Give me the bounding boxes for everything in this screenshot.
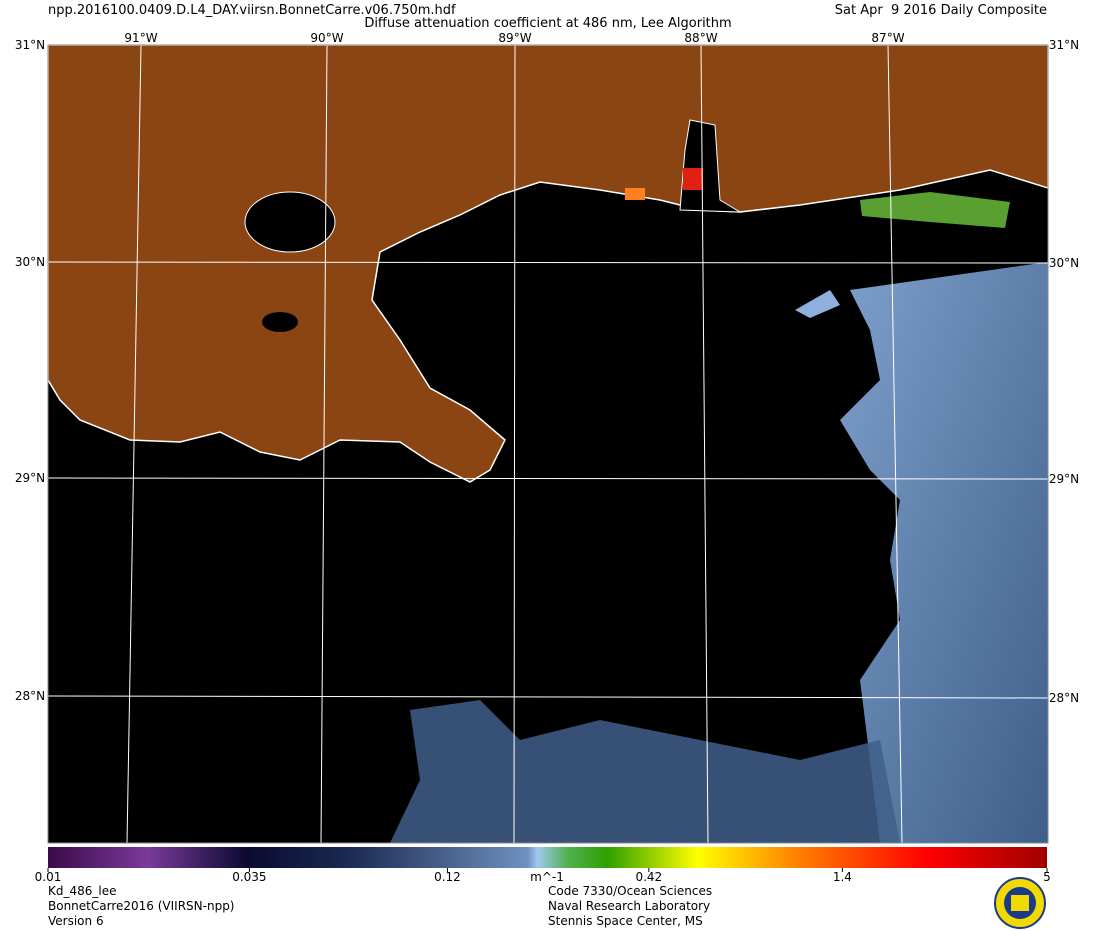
water-signal: [390, 700, 900, 843]
longitude-line: [513, 45, 516, 843]
latitude-label: 30°N: [15, 255, 45, 269]
footer-center: Naval Research Laboratory: [548, 899, 710, 913]
footer-left: Version 6: [48, 914, 104, 928]
latitude-label: 31°N: [1049, 38, 1079, 52]
latitude-label: 31°N: [15, 38, 45, 52]
latitude-line: [48, 695, 1048, 699]
lake: [244, 191, 336, 253]
colorbar-tick-label: 5: [1043, 870, 1051, 884]
longitude-line: [126, 45, 142, 843]
colorbar-tick-label: 1.4: [833, 870, 852, 884]
high-value-patch: [625, 188, 645, 200]
high-value-patch: [683, 168, 703, 190]
file-name: npp.2016100.0409.D.L4_DAY.viirsn.BonnetC…: [48, 3, 456, 18]
colorbar-tick-label: 0.42: [635, 870, 662, 884]
latitude-label: 29°N: [15, 471, 45, 485]
logo: [994, 877, 1046, 929]
colorbar-tick-label: 0.12: [434, 870, 461, 884]
land: [48, 45, 1048, 483]
date: Sat Apr 9 2016 Daily Composite: [835, 3, 1047, 18]
latitude-line: [48, 261, 1048, 264]
latitude-label: 28°N: [1049, 691, 1079, 705]
lake: [262, 312, 298, 332]
map: [48, 45, 1048, 843]
longitude-label: 90°W: [310, 31, 343, 45]
colorbar-unit: m^-1: [530, 870, 564, 884]
longitude-line: [320, 45, 328, 843]
latitude-label: 28°N: [15, 689, 45, 703]
longitude-label: 91°W: [124, 31, 157, 45]
latitude-label: 29°N: [1049, 472, 1079, 486]
colorbar-tick-label: 0.035: [232, 870, 266, 884]
water-signal: [795, 290, 840, 318]
longitude-line: [700, 45, 709, 843]
latitude-label: 30°N: [1049, 256, 1079, 270]
latitude-line: [48, 477, 1048, 480]
longitude-label: 89°W: [498, 31, 531, 45]
map-frame: [47, 44, 1049, 844]
colorbar-tick-label: 0.01: [35, 870, 62, 884]
colorbar: [48, 847, 1047, 868]
longitude-line: [887, 45, 903, 843]
water-signal: [860, 192, 1010, 228]
footer-center: Code 7330/Ocean Sciences: [548, 884, 712, 898]
footer-left: Kd_486_lee: [48, 884, 117, 898]
longitude-label: 87°W: [871, 31, 904, 45]
longitude-label: 88°W: [684, 31, 717, 45]
footer-center: Stennis Space Center, MS: [548, 914, 703, 928]
map-title: Diffuse attenuation coefficient at 486 n…: [364, 16, 731, 31]
footer-left: BonnetCarre2016 (VIIRSN-npp): [48, 899, 235, 913]
